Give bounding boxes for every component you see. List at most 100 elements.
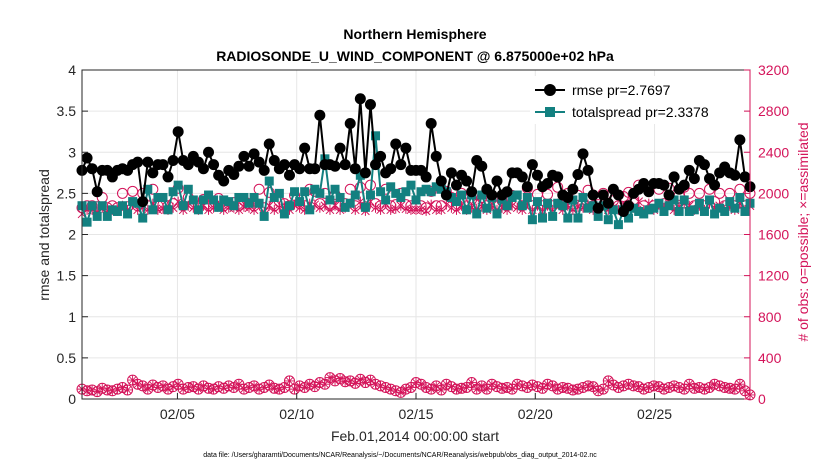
y-tick-label: 3.5 [57, 103, 77, 119]
obs-assimilated-point [395, 387, 406, 398]
totalspread-point [371, 131, 381, 141]
obs-assimilated-point [350, 378, 361, 389]
totalspread-point [345, 198, 355, 208]
obs-assimilated-point [442, 199, 451, 210]
legend-totalspread-label: totalspread pr=2.3378 [572, 104, 709, 120]
totalspread-point [578, 192, 588, 202]
totalspread-point [558, 201, 568, 211]
rmse-point [334, 142, 346, 154]
totalspread-point [82, 217, 92, 227]
totalspread-point [664, 201, 674, 211]
rmse-point [466, 186, 478, 198]
totalspread-point [603, 215, 613, 225]
rmse-point [314, 109, 326, 121]
obs-assimilated-point [198, 380, 209, 391]
totalspread-point [224, 197, 234, 207]
rmse-point [663, 189, 675, 201]
totalspread-point [416, 187, 426, 197]
obs-possible-point [116, 187, 128, 199]
obs-assimilated-point [264, 380, 275, 391]
rmse-point [258, 164, 270, 176]
x-tick-label: 02/15 [398, 406, 433, 422]
obs-assimilated-point [426, 384, 437, 395]
obs-assimilated-point [218, 383, 229, 394]
x-tick-label: 02/10 [279, 406, 314, 422]
totalspread-point [644, 205, 654, 215]
rmse-point [643, 186, 655, 198]
totalspread-point [173, 180, 183, 190]
rmse-point [420, 171, 432, 183]
totalspread-point [350, 190, 360, 200]
obs-assimilated-point [325, 204, 335, 215]
totalspread-point [284, 201, 294, 211]
totalspread-point [117, 201, 127, 211]
rmse-point [734, 134, 746, 146]
rmse-point [137, 196, 149, 208]
obs-assimilated-point [345, 375, 356, 386]
x-tick-label: 02/05 [160, 406, 195, 422]
legend-rmse-marker [544, 84, 556, 96]
totalspread-point [421, 184, 431, 194]
totalspread-point [532, 197, 542, 207]
y-right-tick-label: 800 [758, 309, 782, 325]
obs-assimilated-point [208, 384, 219, 395]
totalspread-point [401, 187, 411, 197]
totalspread-point [527, 215, 537, 225]
rmse-point [592, 202, 604, 214]
totalspread-point [214, 202, 224, 212]
rmse-point [208, 159, 220, 171]
rmse-point [142, 156, 154, 168]
totalspread-point [674, 206, 684, 216]
rmse-point [486, 189, 498, 201]
totalspread-point [502, 201, 512, 211]
obs-assimilated-point [416, 379, 427, 390]
obs-assimilated-point [233, 379, 244, 390]
totalspread-point [153, 192, 163, 202]
rmse-point [542, 178, 554, 190]
totalspread-point [634, 206, 644, 216]
totalspread-point [239, 192, 249, 202]
obs-assimilated-point [193, 384, 204, 395]
obs-assimilated-point [173, 379, 184, 390]
obs-assimilated-point [421, 205, 431, 216]
totalspread-point [158, 192, 168, 202]
totalspread-point [593, 211, 603, 221]
rmse-point [400, 142, 412, 154]
totalspread-point [492, 209, 502, 219]
obs-assimilated-point [537, 383, 548, 394]
rmse-point [461, 175, 473, 187]
y-tick-label: 0.5 [57, 350, 77, 366]
totalspread-point [715, 203, 725, 213]
rmse-point [526, 159, 538, 171]
y-right-tick-label: 1200 [758, 268, 789, 284]
obs-assimilated-point [371, 202, 380, 213]
obs-assimilated-point [117, 382, 128, 393]
y-tick-label: 2.5 [57, 185, 77, 201]
totalspread-point [183, 184, 193, 194]
rmse-point [359, 167, 371, 179]
obs-assimilated-point [289, 384, 300, 395]
rmse-point [623, 200, 635, 212]
obs-possible-point [253, 183, 265, 195]
y-right-tick-label: 3200 [758, 62, 789, 78]
rmse-point [491, 175, 503, 187]
rmse-point [602, 197, 614, 209]
rmse-point [476, 160, 488, 172]
rmse-point [562, 191, 574, 203]
obs-assimilated-point [436, 384, 447, 395]
totalspread-point [472, 209, 482, 219]
totalspread-point [710, 209, 720, 219]
totalspread-point [462, 205, 472, 215]
rmse-point [283, 169, 295, 181]
rmse-point [86, 163, 98, 175]
totalspread-point [365, 190, 375, 200]
obs-possible-point [354, 181, 366, 193]
rmse-point [278, 159, 290, 171]
totalspread-point [305, 205, 315, 215]
obs-assimilated-point [684, 379, 695, 390]
totalspread-point [684, 206, 694, 216]
totalspread-point [451, 197, 461, 207]
obs-assimilated-point [598, 384, 609, 395]
totalspread-point [548, 211, 558, 221]
legend-rmse-label: rmse pr=2.7697 [572, 82, 671, 98]
